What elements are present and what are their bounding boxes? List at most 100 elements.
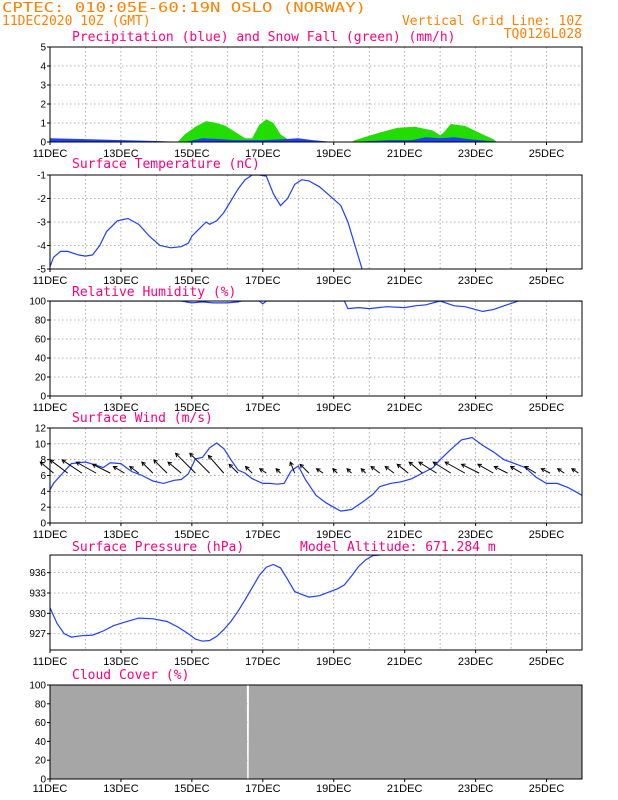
y-tick-label: 80 xyxy=(35,316,47,327)
x-tick-label: 25DEC xyxy=(529,148,565,160)
y-tick-label: 20 xyxy=(35,756,47,767)
wind-arrow xyxy=(141,461,154,474)
x-tick-label: 21DEC xyxy=(387,656,423,668)
wind-arrow-head xyxy=(39,461,45,467)
wind-arrow-head xyxy=(129,465,134,471)
wind-arrow-head xyxy=(444,461,450,466)
header-vertical-grid-line: Vertical Grid Line: 10Z xyxy=(402,14,582,29)
header-location: CPTEC: 010:05E-60:19N OSLO (NORWAY) xyxy=(2,1,366,16)
wind-arrow xyxy=(245,466,253,474)
y-tick-label: 0 xyxy=(40,519,46,530)
wind-arrow-head xyxy=(289,461,294,467)
wind-arrow-head xyxy=(408,461,414,467)
x-tick-label: 23DEC xyxy=(458,402,494,414)
wind-arrow xyxy=(557,468,565,474)
plot-frame xyxy=(49,554,583,651)
wind-arrow xyxy=(299,463,310,474)
rh-panel: 0 20 40 60 80 100 11DEC 13DEC 15DEC 17DEC 19DEC 21D… xyxy=(29,285,583,414)
y-tick-label: -1 xyxy=(37,171,46,182)
x-tick-label: 13DEC xyxy=(103,275,139,287)
x-tick-label: 23DEC xyxy=(458,148,494,160)
y-tick-label: 8 xyxy=(40,455,46,466)
wind-arrow xyxy=(175,452,196,474)
wind-arrow xyxy=(167,461,182,474)
x-tick-label: 17DEC xyxy=(245,148,281,160)
wind-arrow xyxy=(49,459,69,474)
y-tick-label: 930 xyxy=(29,609,46,620)
wind-arrow-head xyxy=(432,461,438,466)
temp-panel-title: Surface Temperature (nC) xyxy=(72,157,260,172)
y-tick-label: 60 xyxy=(35,335,47,346)
x-tick-label: 17DEC xyxy=(245,783,281,795)
x-tick-label: 19DEC xyxy=(316,656,352,668)
y-tick-label: 12 xyxy=(35,424,47,435)
wind-arrow-head xyxy=(384,465,390,471)
wind-arrow xyxy=(444,461,466,474)
wind-arrow xyxy=(494,466,508,474)
x-tick-label: 21DEC xyxy=(387,529,423,541)
wind-arrow xyxy=(316,468,324,474)
wind-arrow xyxy=(289,461,296,474)
wind-arrow xyxy=(432,461,452,474)
rh-panel-title: Relative Humidity (%) xyxy=(72,285,236,300)
wind-arrow-head xyxy=(460,463,466,468)
wind-arrow-head xyxy=(141,461,146,467)
wind-arrow xyxy=(571,468,579,474)
wind-arrow xyxy=(61,459,83,474)
y-tick-label: -2 xyxy=(37,194,46,205)
wind-arrow xyxy=(40,461,54,474)
y-tick-label: 100 xyxy=(29,297,46,308)
plot-frame xyxy=(49,300,583,397)
wind-arrow-head xyxy=(540,468,546,473)
cloud-panel: 0 20 40 60 80 100 11DEC 13DEC 15DEC 17DEC 19DEC 21D… xyxy=(29,668,583,795)
rh-series-line xyxy=(50,301,582,313)
x-tick-label: 25DEC xyxy=(529,529,565,541)
x-tick-label: 21DEC xyxy=(387,275,423,287)
pressure-series-line xyxy=(50,555,380,642)
x-tick-label: 25DEC xyxy=(529,275,565,287)
wind-arrow xyxy=(396,463,409,474)
y-tick-label: 4 xyxy=(40,487,46,498)
y-tick-label: 927 xyxy=(29,629,46,640)
wind-arrow-head xyxy=(167,461,173,467)
temp-series-line xyxy=(50,175,363,269)
y-tick-label: 60 xyxy=(35,718,47,729)
y-tick-label: 0 xyxy=(40,392,46,403)
wind-arrow xyxy=(113,466,125,474)
wind-arrow-head xyxy=(61,459,67,464)
x-tick-label: 19DEC xyxy=(316,275,352,287)
wind-arrow xyxy=(541,468,551,474)
x-tick-label: 19DEC xyxy=(316,402,352,414)
x-tick-label: 13DEC xyxy=(103,656,139,668)
y-tick-label: 2 xyxy=(40,100,46,111)
x-tick-label: 19DEC xyxy=(316,529,352,541)
wind-arrow-head xyxy=(477,463,482,468)
wind-arrow-head xyxy=(370,465,376,471)
x-tick-label: 17DEC xyxy=(245,275,281,287)
x-tick-label: 25DEC xyxy=(529,656,565,668)
y-tick-label: 0 xyxy=(40,138,46,149)
wind-arrow-head xyxy=(174,452,180,458)
wind-arrow xyxy=(370,466,381,474)
wind-arrow-head xyxy=(315,468,321,473)
x-tick-label: 11DEC xyxy=(33,148,68,160)
y-tick-label: 40 xyxy=(35,354,47,365)
x-tick-label: 11DEC xyxy=(33,275,68,287)
plot-frame xyxy=(49,46,583,143)
y-tick-label: 4 xyxy=(40,62,46,73)
wind-arrow-head xyxy=(75,461,81,466)
x-tick-label: 17DEC xyxy=(245,529,281,541)
precipitation-area xyxy=(50,137,582,142)
y-tick-label: 2 xyxy=(40,503,46,514)
x-tick-label: 13DEC xyxy=(103,783,139,795)
header-run-time: 11DEC2020 10Z (GMT) xyxy=(2,14,151,29)
y-tick-label: 0 xyxy=(40,775,46,786)
wind-arrow-head xyxy=(112,465,118,471)
y-tick-label: 10 xyxy=(35,439,47,450)
x-tick-label: 23DEC xyxy=(458,656,494,668)
temp-panel: -5 -4 -3 -2 -1 11DEC 13DEC 15DEC 17DEC 19DEC 21DEC… xyxy=(33,157,583,287)
wind-series-line xyxy=(50,436,582,512)
wind-arrow xyxy=(153,459,168,474)
x-tick-label: 19DEC xyxy=(316,783,352,795)
y-tick-label: 3 xyxy=(40,81,46,92)
